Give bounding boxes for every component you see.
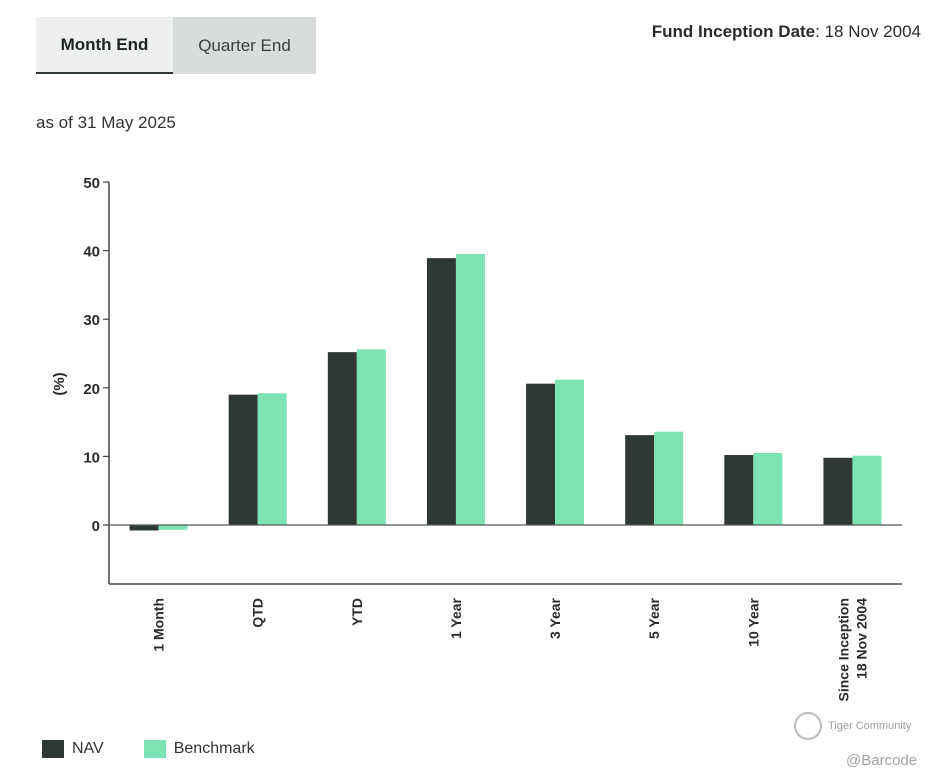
x-tick-label: YTD xyxy=(349,598,365,626)
bar-benchmark-5 xyxy=(654,431,684,525)
bar-nav-3 xyxy=(426,258,456,525)
x-tick-label-group: 5 Year xyxy=(646,597,662,639)
tab-month-end[interactable]: Month End xyxy=(36,17,173,74)
x-tick-label-group: QTD xyxy=(250,598,266,628)
bar-nav-6 xyxy=(724,455,754,525)
bar-benchmark-1 xyxy=(257,393,287,525)
inception-label: Fund Inception Date xyxy=(651,22,816,41)
bar-nav-1 xyxy=(228,394,258,525)
legend-swatch-benchmark xyxy=(143,740,166,758)
bar-nav-0 xyxy=(129,525,159,531)
y-axis-label: (%) xyxy=(51,372,68,395)
bar-benchmark-0 xyxy=(158,525,188,530)
fund-inception-date: Fund Inception Date: 18 Nov 2004 xyxy=(652,22,921,42)
watermark-brand: Tiger Community xyxy=(828,720,912,732)
inception-value: : 18 Nov 2004 xyxy=(815,22,921,41)
x-tick-label-group: 1 Month xyxy=(151,598,167,652)
x-tick-label: 3 Year xyxy=(547,597,563,639)
x-tick-label: Since Inception xyxy=(835,598,851,701)
period-tabs: Month End Quarter End xyxy=(36,17,316,74)
bar-benchmark-4 xyxy=(555,379,585,525)
bar-benchmark-2 xyxy=(356,349,386,525)
legend-item-nav: NAV xyxy=(42,740,104,758)
x-tick-label-group: Since Inception 18 Nov 2004 xyxy=(835,598,869,702)
x-tick-label: 1 Month xyxy=(151,598,167,652)
bar-nav-5 xyxy=(625,435,655,525)
legend-swatch-nav xyxy=(42,740,64,758)
chart-legend: NAV Benchmark xyxy=(42,740,295,758)
x-tick-label-group: 1 Year xyxy=(448,597,464,639)
x-tick-label-group: 3 Year xyxy=(547,597,563,639)
y-tick-label: 0 xyxy=(92,518,100,535)
bar-nav-2 xyxy=(327,352,357,525)
bar-benchmark-7 xyxy=(852,455,882,525)
y-tick-label: 10 xyxy=(83,449,100,466)
x-tick-label-group: YTD xyxy=(349,598,365,626)
tab-quarter-end[interactable]: Quarter End xyxy=(173,17,316,74)
x-tick-label: 18 Nov 2004 xyxy=(853,598,869,679)
tiger-community-watermark: Tiger Community xyxy=(794,712,911,740)
y-tick-label: 30 xyxy=(83,312,100,329)
x-tick-label: QTD xyxy=(250,598,266,628)
legend-item-benchmark: Benchmark xyxy=(143,740,255,758)
legend-label-nav: NAV xyxy=(72,740,104,757)
y-tick-label: 40 xyxy=(83,244,100,261)
tiger-logo-icon xyxy=(794,712,822,740)
x-tick-label-group: 10 Year xyxy=(745,597,761,646)
bar-nav-7 xyxy=(823,457,853,525)
legend-label-benchmark: Benchmark xyxy=(173,740,255,757)
y-tick-label: 50 xyxy=(83,175,100,192)
watermark-handle: @Barcode xyxy=(846,752,918,769)
x-tick-label: 1 Year xyxy=(448,597,464,639)
bar-nav-4 xyxy=(526,383,556,525)
as-of-date: as of 31 May 2025 xyxy=(36,113,176,132)
x-tick-label: 5 Year xyxy=(646,597,662,639)
y-tick-label: 20 xyxy=(83,381,100,398)
bar-benchmark-3 xyxy=(455,254,485,525)
bar-benchmark-6 xyxy=(753,452,783,525)
x-tick-label: 10 Year xyxy=(745,597,761,646)
